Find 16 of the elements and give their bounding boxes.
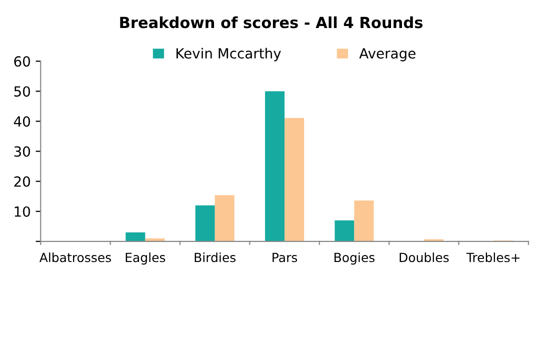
y-tick-label: 20 xyxy=(14,176,30,187)
x-tick-label: Doubles xyxy=(400,252,449,262)
x-tick-label: Trebles+ xyxy=(466,252,520,262)
x-tick-label: Birdies xyxy=(194,252,236,262)
chart-title: Breakdown of scores - All 4 Rounds xyxy=(120,16,422,28)
legend-label: Average xyxy=(359,48,416,62)
x-tick-label: Bogies xyxy=(334,252,375,265)
y-tick-label: 30 xyxy=(14,146,30,157)
y-tick-label: 60 xyxy=(14,56,30,67)
x-tick-label: Eagles xyxy=(126,252,166,265)
x-tick-label: Pars xyxy=(272,252,298,262)
x-tick-label: Albatrosses xyxy=(39,252,112,262)
y-tick-label: 40 xyxy=(14,116,30,127)
legend-label: Kevin Mccarthy xyxy=(176,48,281,62)
y-tick-label: 10 xyxy=(14,206,30,217)
y-tick-label: 50 xyxy=(14,86,30,97)
